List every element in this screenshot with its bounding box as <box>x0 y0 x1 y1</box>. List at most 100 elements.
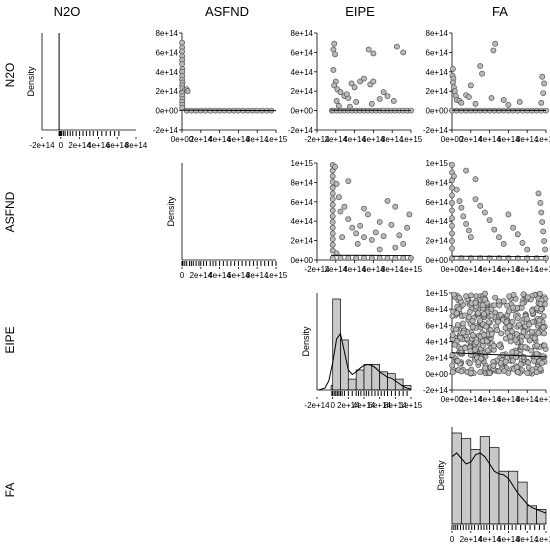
row-title-fa: FA <box>3 483 17 498</box>
data-point <box>539 307 544 312</box>
x-tick-label: 1e+15 <box>265 135 288 144</box>
data-point <box>537 291 542 296</box>
data-point <box>517 99 522 104</box>
data-point <box>534 343 539 348</box>
data-point <box>377 247 382 252</box>
data-point <box>491 48 496 53</box>
x-tick-label: -2e+14 <box>29 141 55 150</box>
data-point <box>340 235 345 240</box>
data-point <box>180 49 185 54</box>
data-point <box>338 90 343 95</box>
data-point <box>534 351 539 356</box>
data-point <box>538 301 543 306</box>
data-point <box>385 94 390 99</box>
data-point <box>508 334 513 339</box>
data-point <box>483 291 488 296</box>
data-point <box>473 197 478 202</box>
data-point <box>330 197 335 202</box>
x-tick-label: 0 <box>59 141 64 150</box>
density-label: Density <box>26 66 36 97</box>
row-title-eipe: EIPE <box>3 326 17 353</box>
data-point <box>484 339 489 344</box>
y-tick-label: 8e+14 <box>291 178 314 187</box>
y-tick-label: 2e+14 <box>291 87 314 96</box>
data-point <box>332 41 337 46</box>
data-point <box>495 319 500 324</box>
data-point <box>466 315 471 320</box>
data-point <box>481 332 486 337</box>
y-tick-label: -2e+14 <box>423 126 449 135</box>
data-point <box>450 370 455 375</box>
data-point <box>537 318 542 323</box>
data-point <box>401 50 406 55</box>
data-point <box>460 321 465 326</box>
x-tick-label: 1e+15 <box>265 271 288 280</box>
data-point <box>487 370 492 375</box>
data-point <box>332 164 337 169</box>
x-tick-label: 1e+15 <box>400 265 423 274</box>
histogram-bar <box>356 370 364 390</box>
histogram-bar <box>480 437 489 524</box>
data-point <box>539 210 544 215</box>
data-point <box>459 369 464 374</box>
row-title-asfnd: ASFND <box>3 191 17 232</box>
column-title-n2o: N2O <box>54 4 81 19</box>
data-point <box>534 370 539 375</box>
y-tick-label: 6e+14 <box>426 48 449 57</box>
data-point <box>467 309 472 314</box>
data-point <box>185 89 190 94</box>
panel-ASFND-vs-EIPE: 0e+002e+144e+146e+148e+141e+15-2e+142e+1… <box>291 159 423 274</box>
data-point <box>180 61 185 66</box>
y-tick-label: 8e+14 <box>426 305 449 314</box>
y-tick-label: 2e+14 <box>426 354 449 363</box>
y-tick-label: 0e+00 <box>291 256 314 265</box>
data-point <box>513 338 518 343</box>
data-point <box>470 333 475 338</box>
data-point <box>506 370 511 375</box>
data-point <box>489 313 494 318</box>
data-point <box>467 361 472 366</box>
data-point <box>330 208 335 213</box>
data-point <box>482 297 487 302</box>
data-point <box>493 295 498 300</box>
data-point <box>501 97 506 102</box>
data-point <box>461 214 466 219</box>
data-point <box>480 303 485 308</box>
data-point <box>506 212 511 217</box>
data-point <box>393 256 398 261</box>
data-point <box>394 44 399 49</box>
data-point <box>450 332 455 337</box>
data-point <box>346 179 351 184</box>
y-tick-label: 4e+14 <box>156 68 179 77</box>
data-point <box>457 295 462 300</box>
data-point <box>389 222 394 227</box>
x-tick-label: 1e+15 <box>535 395 550 404</box>
histogram-bar <box>461 439 470 525</box>
data-point <box>393 204 398 209</box>
y-tick-label: 6e+14 <box>291 198 314 207</box>
data-point <box>338 209 343 214</box>
data-point <box>510 225 515 230</box>
density-label: Density <box>436 460 446 491</box>
data-point <box>449 193 454 198</box>
data-point <box>449 246 454 251</box>
data-point <box>369 237 374 242</box>
data-point <box>529 348 534 353</box>
x-tick-label: 1e+15 <box>400 135 423 144</box>
data-point <box>473 101 478 106</box>
y-tick-label: -2e+14 <box>153 126 179 135</box>
data-point <box>476 311 481 316</box>
y-tick-label: 4e+14 <box>426 68 449 77</box>
y-tick-label: 1e+15 <box>291 159 314 168</box>
histogram-bar <box>364 365 372 391</box>
data-point <box>538 200 543 205</box>
data-point <box>180 40 185 45</box>
histogram-bar <box>508 471 517 524</box>
data-point <box>336 195 341 200</box>
data-point <box>449 231 454 236</box>
y-tick-label: 0e+00 <box>291 107 314 116</box>
data-point <box>540 74 545 79</box>
data-point <box>492 227 497 232</box>
